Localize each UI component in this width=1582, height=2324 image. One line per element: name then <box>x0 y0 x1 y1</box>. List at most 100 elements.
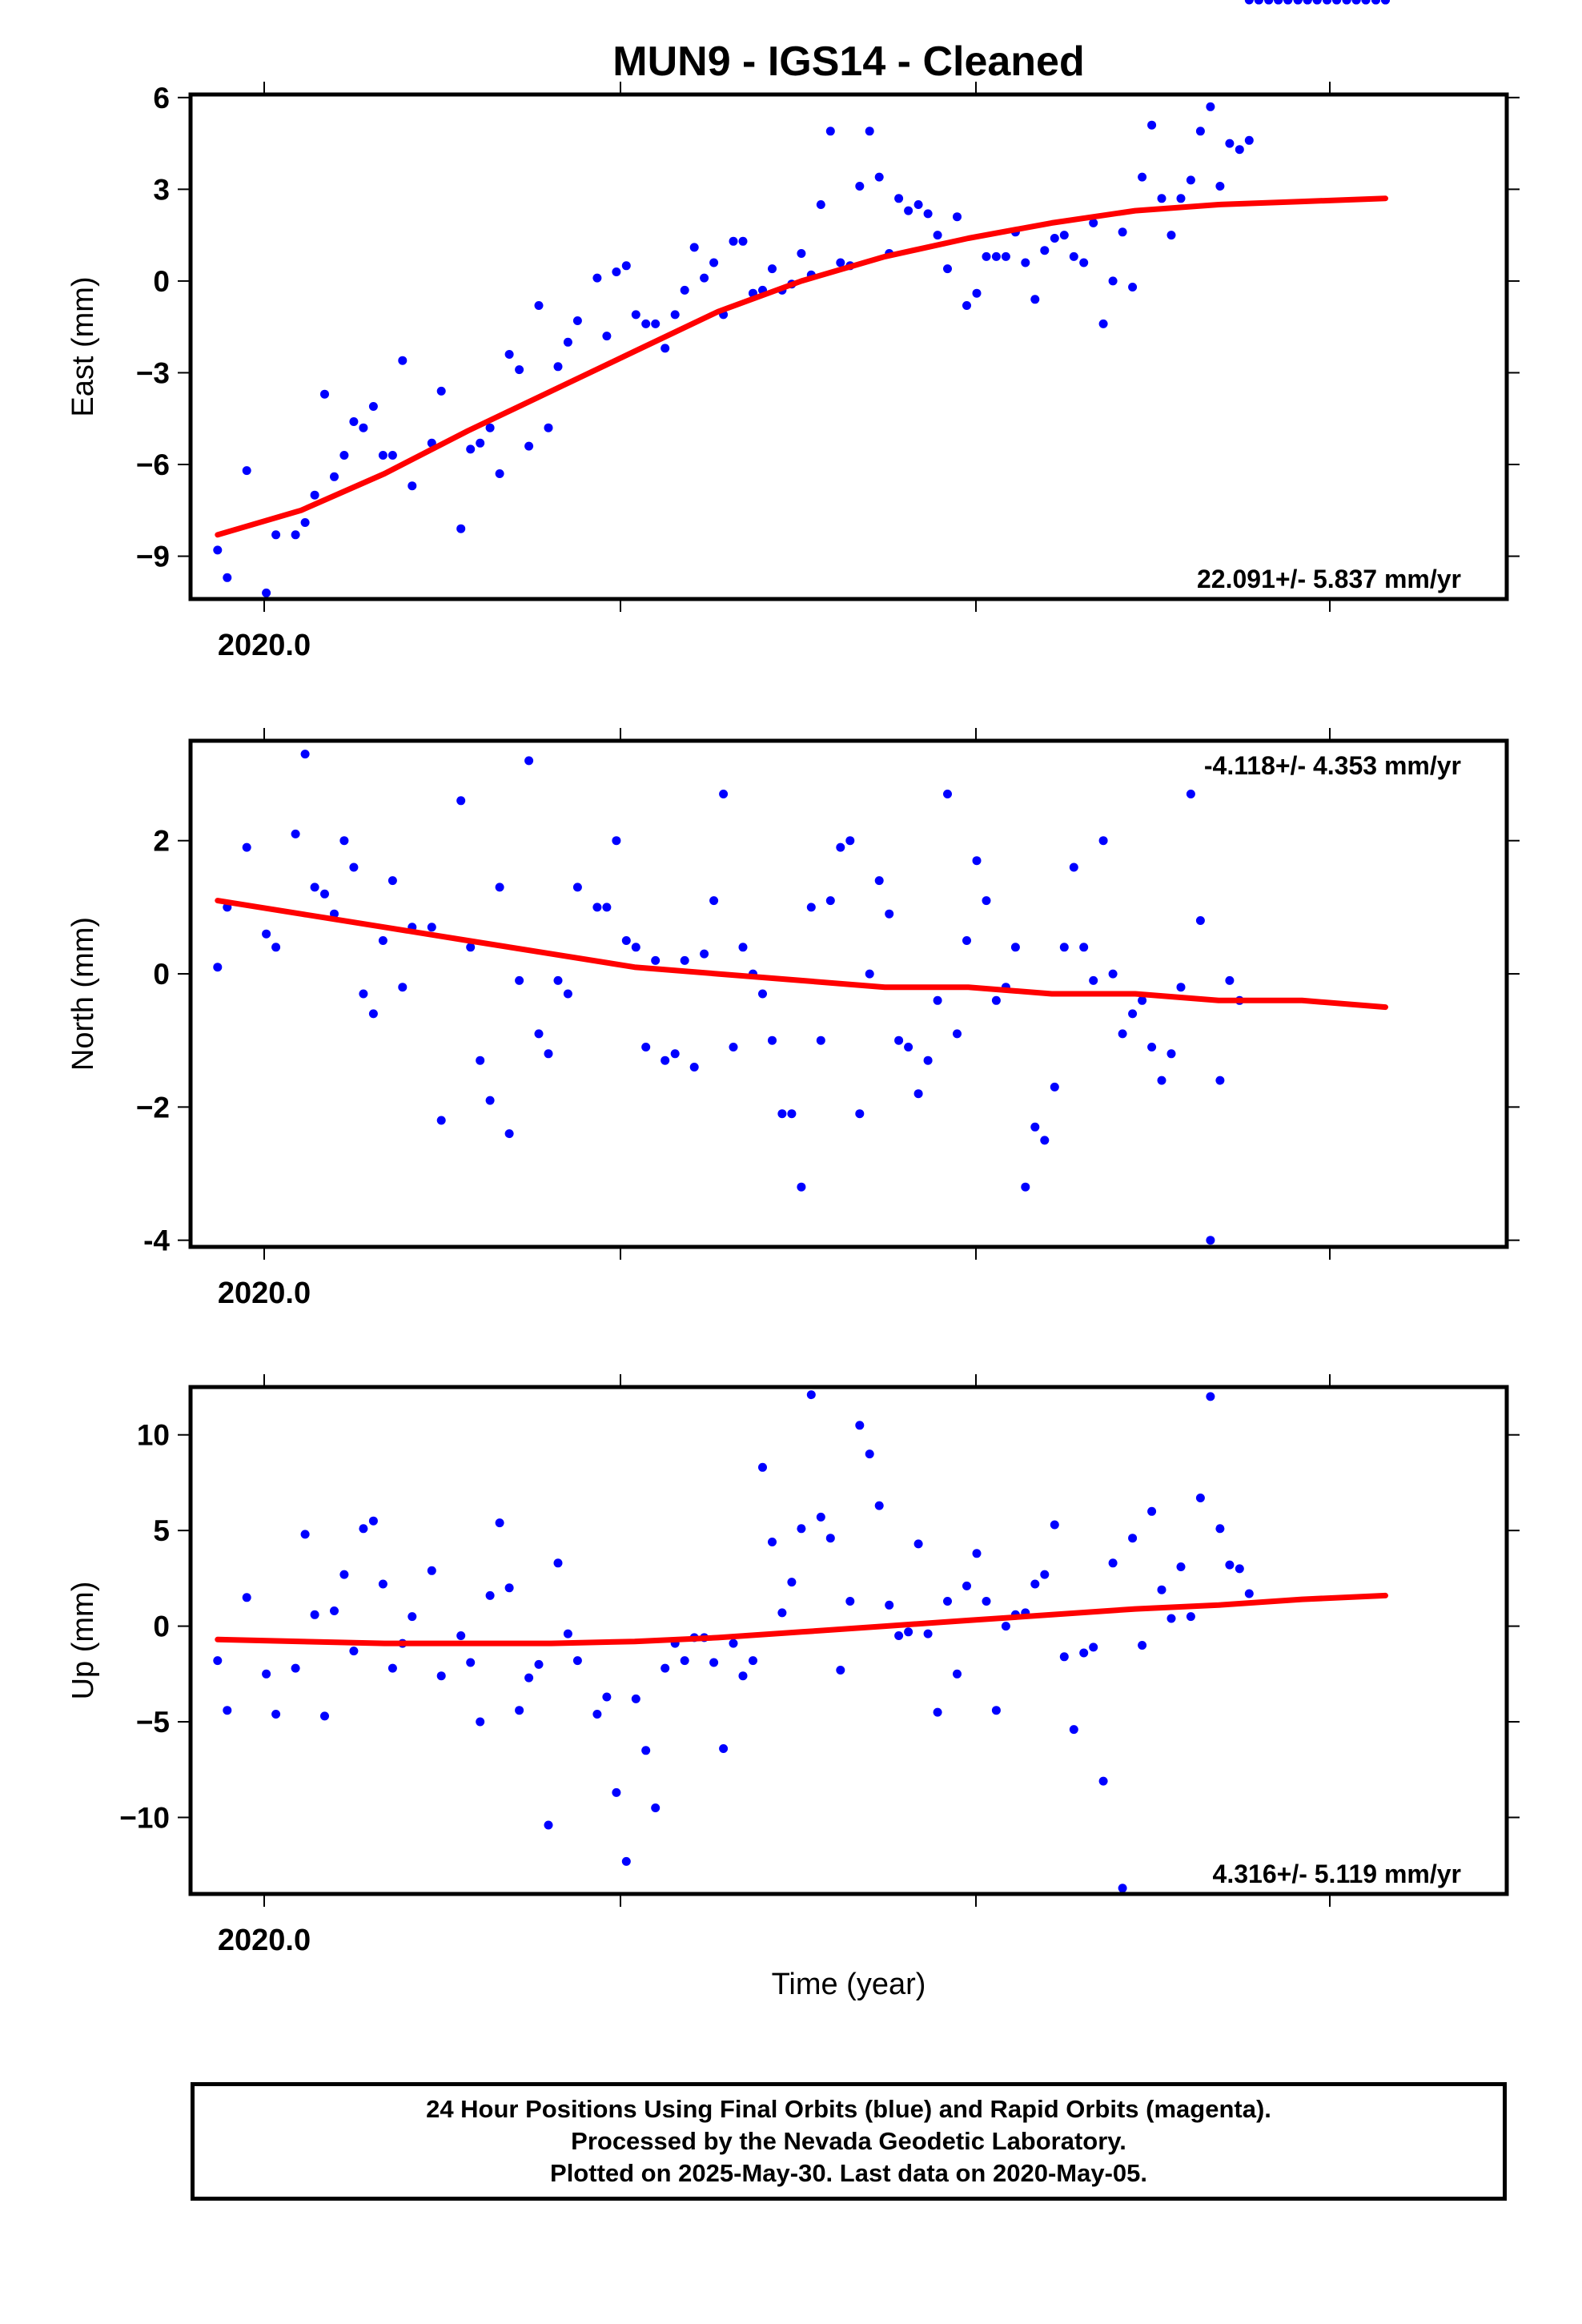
east-point-100 <box>1244 135 1254 145</box>
up-point-80 <box>1050 1520 1059 1530</box>
east-point-86 <box>1108 276 1118 286</box>
east-point-71 <box>962 301 971 310</box>
north-point-7 <box>310 883 319 892</box>
east-point-45 <box>709 258 719 267</box>
east-ytick-label-0: 6 <box>153 82 170 115</box>
north-point-76 <box>1010 943 1020 952</box>
north-point-53 <box>787 1109 797 1119</box>
up-point-94 <box>1186 1612 1195 1622</box>
north-point-37 <box>631 943 640 952</box>
north-point-25 <box>504 1129 514 1139</box>
north-point-10 <box>339 836 349 846</box>
east-point-73 <box>982 251 991 261</box>
up-point-99 <box>1235 1564 1244 1574</box>
up-point-17 <box>408 1612 417 1622</box>
north-point-0 <box>213 963 223 972</box>
up-fit-curve <box>215 1592 1388 1647</box>
up-point-29 <box>544 1820 553 1830</box>
east-point-64 <box>894 194 904 203</box>
up-point-113 <box>1371 0 1380 5</box>
up-point-69 <box>943 1597 952 1606</box>
east-point-32 <box>572 316 582 325</box>
up-point-52 <box>777 1608 787 1618</box>
north-point-66 <box>913 1089 923 1099</box>
east-point-84 <box>1089 218 1098 227</box>
up-point-27 <box>524 1673 534 1683</box>
north-point-14 <box>378 936 387 945</box>
north-point-83 <box>1079 943 1089 952</box>
figure-title: MUN9 - IGS14 - Cleaned <box>612 38 1084 85</box>
east-point-12 <box>359 423 368 432</box>
footer-line-3: Plotted on 2025-May-30. Last data on 202… <box>550 2159 1147 2187</box>
up-point-97 <box>1215 1524 1225 1534</box>
north-point-42 <box>680 955 689 965</box>
north-point-63 <box>885 909 894 919</box>
east-point-77 <box>1021 258 1030 267</box>
east-point-27 <box>524 441 534 451</box>
up-point-88 <box>1128 1534 1138 1543</box>
east-point-95 <box>1195 127 1205 136</box>
north-point-38 <box>641 1043 651 1051</box>
east-point-33 <box>592 273 602 283</box>
up-point-78 <box>1030 1579 1040 1589</box>
north-point-59 <box>845 836 855 846</box>
east-point-99 <box>1235 145 1244 155</box>
up-point-91 <box>1157 1585 1166 1594</box>
east-point-42 <box>680 285 689 295</box>
up-point-105 <box>1293 0 1303 5</box>
east-point-80 <box>1050 234 1059 243</box>
east-point-65 <box>904 206 913 215</box>
north-point-86 <box>1108 969 1118 979</box>
up-point-10 <box>339 1570 349 1579</box>
up-point-8 <box>320 1711 329 1721</box>
east-point-21 <box>466 444 476 454</box>
east-ytick-label-4: −6 <box>136 448 170 481</box>
north-point-20 <box>456 796 466 806</box>
north-point-48 <box>738 943 748 952</box>
east-point-11 <box>349 417 359 426</box>
up-point-9 <box>330 1606 339 1615</box>
north-point-61 <box>865 969 874 979</box>
up-point-45 <box>709 1658 719 1667</box>
up-point-61 <box>865 1449 874 1459</box>
north-point-16 <box>398 983 408 992</box>
east-point-40 <box>661 344 670 353</box>
up-plot-frame <box>188 1385 1509 1896</box>
north-point-84 <box>1089 975 1098 985</box>
up-point-51 <box>768 1538 777 1546</box>
up-point-23 <box>485 1590 495 1600</box>
east-point-29 <box>544 423 553 432</box>
up-point-98 <box>1225 1560 1235 1570</box>
up-point-70 <box>953 1669 962 1679</box>
east-point-54 <box>797 249 806 258</box>
up-point-15 <box>387 1663 397 1673</box>
north-point-79 <box>1040 1136 1050 1145</box>
up-point-74 <box>991 1706 1001 1715</box>
up-ytick-label-2: 0 <box>153 1610 170 1643</box>
north-point-22 <box>476 1055 485 1065</box>
up-point-19 <box>436 1671 446 1681</box>
north-rate-label: -4.118+/- 4.353 mm/yr <box>1204 751 1461 780</box>
north-point-95 <box>1195 916 1205 925</box>
up-point-6 <box>300 1530 310 1539</box>
north-point-19 <box>436 1116 446 1125</box>
east-point-66 <box>913 200 923 209</box>
up-point-11 <box>349 1647 359 1656</box>
east-point-0 <box>213 545 223 555</box>
east-point-3 <box>262 588 271 597</box>
east-point-58 <box>836 258 845 267</box>
north-point-50 <box>758 989 767 999</box>
up-ytick-label-3: −5 <box>136 1706 170 1739</box>
east-point-35 <box>612 267 621 276</box>
north-point-27 <box>524 756 534 766</box>
east-fit-curve <box>215 195 1388 538</box>
north-point-34 <box>602 903 612 912</box>
east-xtick-label: 2020.0 <box>218 629 311 662</box>
north-point-28 <box>534 1029 544 1039</box>
up-point-107 <box>1312 0 1322 5</box>
east-point-56 <box>816 200 825 209</box>
north-plot-frame <box>188 738 1509 1249</box>
east-point-6 <box>300 518 310 527</box>
up-point-48 <box>738 1671 748 1681</box>
east-point-47 <box>729 236 738 246</box>
